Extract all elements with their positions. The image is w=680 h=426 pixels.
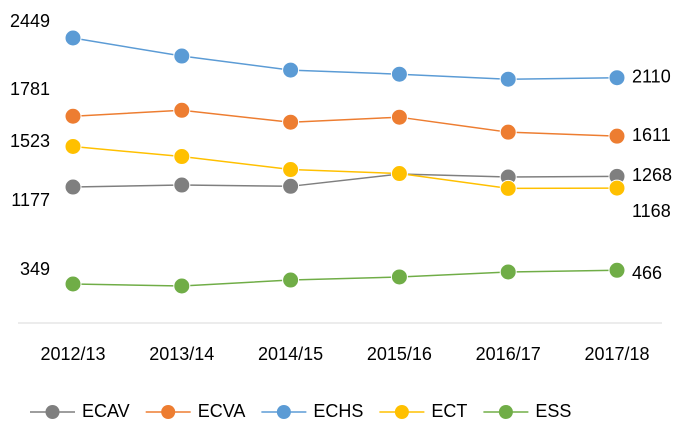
- x-tick-label: 2013/14: [149, 344, 214, 364]
- data-point: [608, 127, 626, 145]
- data-point: [499, 263, 517, 281]
- data-point: [64, 178, 82, 196]
- data-label: 1168: [632, 201, 671, 221]
- x-tick-label: 2017/18: [584, 344, 649, 364]
- data-point: [64, 275, 82, 293]
- series-line: [72, 37, 618, 80]
- data-label: 1177: [11, 190, 50, 210]
- legend-label: ECAV: [82, 401, 130, 421]
- data-label: 1523: [10, 131, 50, 151]
- data-label: 349: [20, 259, 50, 279]
- x-tick-label: 2014/15: [258, 344, 323, 364]
- data-point: [64, 107, 82, 125]
- data-point: [173, 101, 191, 119]
- series-line: [72, 145, 618, 190]
- legend-label: ECVA: [198, 401, 246, 421]
- data-point: [282, 61, 300, 79]
- series-line: [72, 173, 618, 188]
- data-point: [64, 29, 82, 47]
- x-tick-label: 2012/13: [40, 344, 105, 364]
- data-label: 1781: [10, 79, 50, 99]
- data-point: [282, 113, 300, 131]
- legend-label: ECHS: [313, 401, 363, 421]
- data-point: [390, 165, 408, 183]
- legend-marker: [498, 405, 513, 419]
- data-label: 2110: [632, 66, 671, 86]
- series-line: [72, 269, 618, 287]
- data-point: [282, 177, 300, 195]
- data-point: [608, 179, 626, 197]
- legend-marker: [161, 405, 176, 419]
- data-label: 1611: [632, 125, 671, 145]
- legend-marker: [276, 405, 291, 419]
- data-point: [499, 70, 517, 88]
- legend-label: ESS: [535, 401, 571, 421]
- data-point: [608, 261, 626, 279]
- data-point: [173, 47, 191, 65]
- series-line: [72, 109, 618, 137]
- data-label: 466: [632, 263, 662, 283]
- data-point: [499, 123, 517, 141]
- data-point: [608, 69, 626, 87]
- x-tick-label: 2015/16: [367, 344, 432, 364]
- data-point: [173, 148, 191, 166]
- x-tick-label: 2016/17: [476, 344, 541, 364]
- data-label: 1268: [632, 165, 672, 185]
- data-point: [64, 137, 82, 155]
- data-point: [499, 179, 517, 197]
- legend-label: ECT: [431, 401, 467, 421]
- data-point: [390, 65, 408, 83]
- data-point: [173, 176, 191, 194]
- data-label: 2449: [10, 11, 50, 31]
- legend-marker: [394, 405, 409, 419]
- data-point: [390, 108, 408, 126]
- data-point: [282, 271, 300, 289]
- data-point: [173, 277, 191, 295]
- legend-marker: [45, 405, 60, 419]
- data-point: [282, 161, 300, 179]
- data-point: [390, 268, 408, 286]
